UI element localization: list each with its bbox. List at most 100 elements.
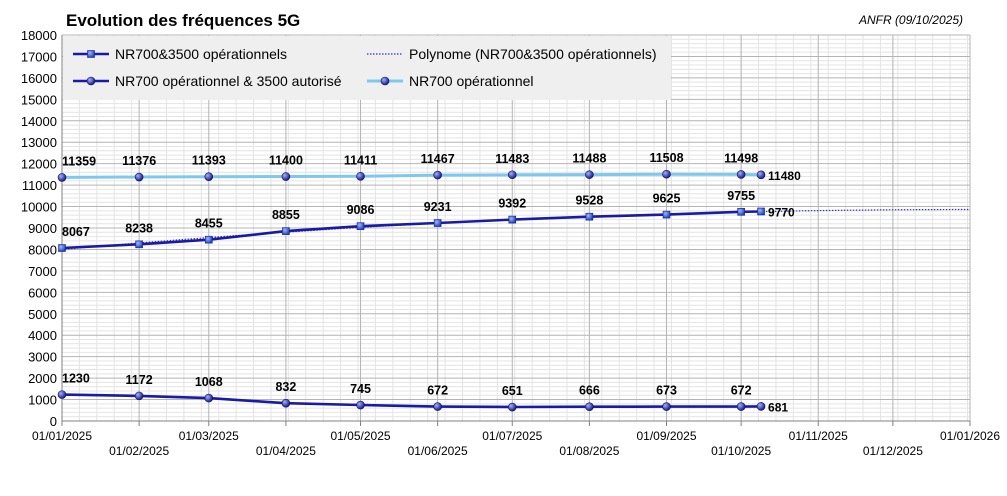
x-tick-label: 01/07/2025 bbox=[482, 429, 542, 443]
data-label: 9770 bbox=[768, 205, 795, 219]
x-tick-label: 01/03/2025 bbox=[179, 429, 239, 443]
data-label: 8855 bbox=[272, 208, 300, 222]
x-tick-label: 01/08/2025 bbox=[559, 444, 619, 458]
data-label: 11498 bbox=[724, 151, 758, 165]
data-point bbox=[282, 227, 290, 235]
y-tick-label: 18000 bbox=[21, 28, 57, 43]
data-point bbox=[204, 393, 214, 403]
data-point bbox=[507, 402, 517, 412]
legend: NR700&3500 opérationnels Polynome (NR700&… bbox=[63, 36, 671, 100]
legend-marker bbox=[380, 76, 390, 86]
data-label: 11411 bbox=[344, 153, 377, 167]
data-label: 9231 bbox=[424, 200, 452, 214]
axes: 0 1000 2000 3000 4000 5000 6000 7000 8000 9000 100… bbox=[21, 28, 1001, 458]
y-tick-label: 14000 bbox=[21, 114, 57, 129]
data-label: 11400 bbox=[269, 154, 303, 168]
data-label: 11393 bbox=[192, 154, 226, 168]
data-point bbox=[356, 171, 365, 181]
data-point bbox=[507, 170, 517, 180]
data-label: 1068 bbox=[195, 375, 223, 389]
data-label: 11359 bbox=[62, 154, 96, 168]
data-label: 9392 bbox=[498, 197, 526, 211]
y-tick-label: 4000 bbox=[28, 328, 57, 343]
y-tick-label: 11000 bbox=[22, 178, 57, 193]
legend-label: Polynome (NR700&3500 opérationnels) bbox=[409, 46, 656, 62]
y-tick-label: 9000 bbox=[28, 221, 57, 236]
data-labels: 8067 8238 8455 8855 9086 9231 9392 9528 9625 9755… bbox=[62, 151, 801, 414]
data-label: 11488 bbox=[572, 152, 606, 166]
data-point bbox=[135, 240, 143, 249]
data-label: 8238 bbox=[125, 221, 153, 235]
data-point bbox=[662, 402, 671, 411]
data-label: 681 bbox=[768, 400, 788, 414]
y-tick-label: 8000 bbox=[28, 242, 57, 257]
data-point bbox=[756, 170, 766, 180]
data-label: 672 bbox=[427, 384, 448, 398]
x-tick-label: 01/04/2025 bbox=[256, 444, 316, 458]
x-tick-label: 01/01/2025 bbox=[32, 429, 92, 443]
series-layer bbox=[57, 169, 970, 412]
data-point bbox=[737, 208, 745, 216]
data-point bbox=[204, 235, 213, 244]
data-label: 9528 bbox=[575, 194, 603, 208]
data-label: 11480 bbox=[768, 169, 801, 183]
legend-box bbox=[63, 36, 671, 100]
y-tick-label: 5000 bbox=[28, 307, 57, 322]
x-tick-label: 01/10/2025 bbox=[711, 444, 771, 458]
data-label: 8455 bbox=[195, 217, 223, 231]
y-tick-label: 6000 bbox=[28, 285, 57, 300]
x-tick-label: 01/02/2025 bbox=[109, 444, 169, 458]
data-label: 9755 bbox=[727, 189, 755, 203]
data-point bbox=[433, 219, 442, 227]
data-label: 11376 bbox=[122, 154, 156, 168]
data-point bbox=[356, 400, 365, 410]
data-point bbox=[508, 215, 517, 224]
y-tick-label: 1000 bbox=[28, 393, 57, 408]
x-tick-label: 01/12/2025 bbox=[863, 444, 923, 458]
x-tick-label: 01/11/2025 bbox=[789, 429, 848, 443]
data-point bbox=[281, 172, 291, 181]
data-label: 672 bbox=[731, 384, 752, 398]
y-tick-label: 0 bbox=[50, 414, 57, 429]
data-point bbox=[134, 391, 144, 401]
chart-title: Evolution des fréquences 5G bbox=[66, 11, 300, 30]
data-label: 673 bbox=[656, 384, 677, 398]
x-tick-label: 01/09/2025 bbox=[636, 429, 696, 443]
data-label: 745 bbox=[350, 382, 371, 396]
data-label: 11467 bbox=[421, 152, 455, 166]
data-point bbox=[662, 169, 671, 179]
data-label: 1172 bbox=[126, 373, 153, 387]
data-point bbox=[585, 402, 594, 412]
data-label: 1230 bbox=[62, 372, 90, 386]
legend-marker bbox=[86, 76, 96, 86]
data-point bbox=[585, 212, 594, 221]
data-point bbox=[356, 222, 365, 230]
data-label: 9086 bbox=[347, 203, 375, 217]
legend-label: NR700&3500 opérationnels bbox=[115, 46, 287, 62]
data-point bbox=[281, 398, 291, 408]
y-tick-label: 13000 bbox=[21, 135, 57, 150]
data-point bbox=[204, 172, 214, 181]
data-point bbox=[57, 173, 67, 182]
data-point bbox=[433, 402, 442, 411]
y-tick-label: 15000 bbox=[21, 92, 57, 107]
data-point bbox=[662, 210, 671, 219]
data-point bbox=[736, 170, 746, 179]
data-label: 11508 bbox=[649, 151, 683, 165]
data-point bbox=[736, 402, 746, 411]
x-tick-label: 01/06/2025 bbox=[408, 444, 468, 458]
data-point bbox=[134, 172, 144, 182]
y-tick-label: 10000 bbox=[21, 200, 57, 215]
data-label: 651 bbox=[502, 384, 523, 398]
legend-marker bbox=[87, 50, 95, 58]
legend-label: NR700 opérationnel & 3500 autorisé bbox=[115, 73, 342, 89]
data-label: 9625 bbox=[653, 192, 681, 206]
data-point bbox=[757, 207, 765, 216]
data-label: 11483 bbox=[495, 152, 529, 166]
y-tick-label: 3000 bbox=[28, 350, 57, 365]
data-point bbox=[58, 244, 66, 252]
data-label: 8067 bbox=[62, 225, 90, 239]
chart-source: ANFR (09/10/2025) bbox=[858, 13, 963, 27]
data-point bbox=[585, 170, 594, 179]
data-point bbox=[756, 402, 766, 411]
